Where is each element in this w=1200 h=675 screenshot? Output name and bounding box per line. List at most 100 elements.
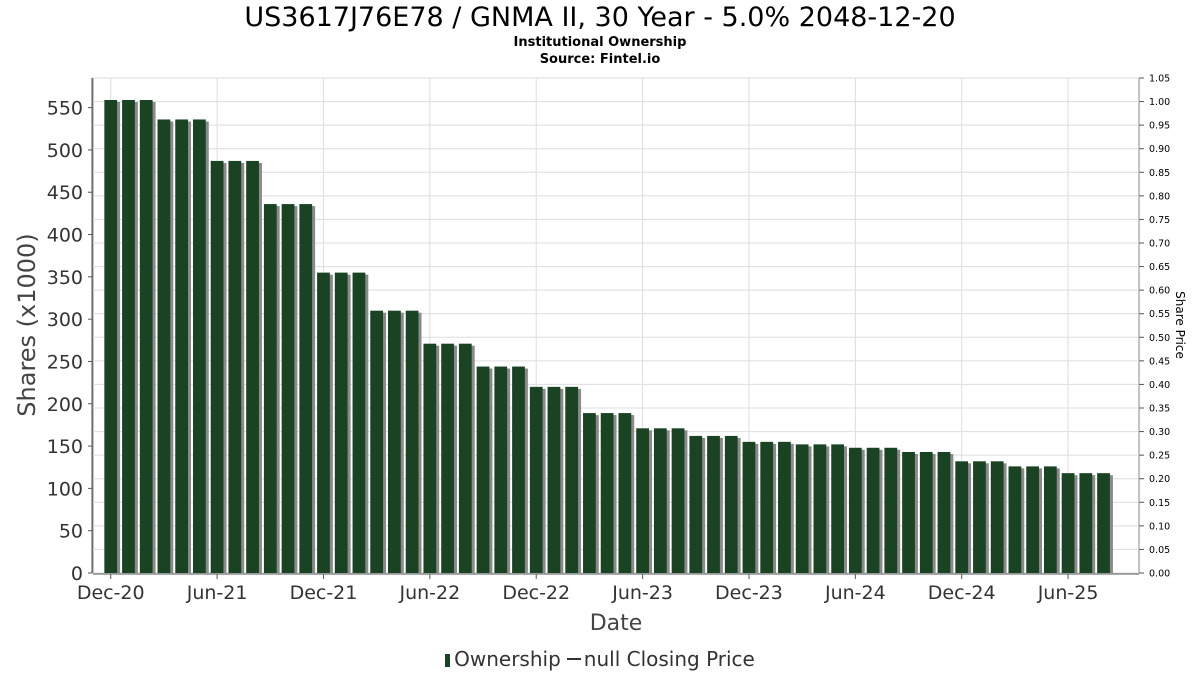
x-tick-label: Dec-23: [715, 582, 783, 604]
bar: [724, 435, 738, 573]
bar: [529, 386, 543, 573]
bar: [1043, 466, 1057, 573]
y2-tick-label: 1.00: [1149, 97, 1170, 108]
chart-source: Source: Fintel.io: [539, 52, 661, 67]
y2-tick-label: 0.90: [1149, 144, 1170, 155]
chart-subtitle: Institutional Ownership: [513, 35, 687, 50]
bar: [263, 204, 277, 574]
bar: [210, 160, 224, 573]
y2-tick-label: 0.15: [1149, 498, 1170, 509]
bar: [1008, 466, 1022, 573]
bar: [583, 413, 596, 573]
bar: [636, 428, 649, 573]
y2-tick-label: 0.00: [1149, 569, 1170, 580]
closing-price-swatch: [566, 658, 581, 660]
ownership-swatch: [445, 654, 451, 667]
y2-tick-label: 0.25: [1149, 451, 1170, 462]
bar: [512, 366, 525, 573]
x-tick-label: Dec-21: [290, 582, 358, 604]
y2-tick-label: 0.75: [1149, 215, 1170, 226]
bars-layer: [104, 100, 1113, 574]
bar: [1026, 466, 1040, 573]
x-axis-label: Date: [590, 611, 643, 636]
bar: [334, 272, 348, 573]
bar: [937, 452, 951, 573]
x-tick-label: Dec-20: [77, 582, 145, 604]
x-tick-label: Jun-23: [611, 582, 673, 604]
x-tick-label: Dec-22: [502, 582, 570, 604]
bar: [547, 386, 561, 573]
y2-tick-label: 0.35: [1149, 404, 1170, 415]
legend: Ownership null Closing Price: [0, 647, 1200, 671]
bar: [955, 461, 969, 573]
y-tick-label: 150: [47, 436, 83, 458]
bar: [671, 428, 685, 573]
bar: [476, 366, 490, 573]
y-tick-label: 500: [47, 140, 83, 162]
bar: [1097, 473, 1110, 573]
bar: [884, 447, 898, 573]
y-tick-label: 0: [71, 563, 83, 585]
bar: [299, 204, 313, 574]
axes-layer: 0 50 100 150 200 250 300 350 400 450 500 550 0.00 0.0…: [47, 74, 1170, 605]
y-tick-label: 400: [47, 225, 83, 247]
y-tick-label: 450: [47, 182, 83, 204]
bar: [653, 428, 667, 573]
bar: [902, 452, 915, 573]
y-tick-label: 550: [47, 98, 83, 120]
legend-ownership[interactable]: Ownership: [454, 647, 561, 671]
y-tick-label: 100: [47, 478, 83, 500]
bar: [813, 444, 827, 573]
x-tick-label: Jun-21: [186, 582, 248, 604]
y-axis-label: Shares (x1000): [13, 233, 41, 416]
y2-tick-label: 0.95: [1149, 121, 1170, 132]
y-tick-label: 350: [47, 267, 83, 289]
y2-tick-label: 0.80: [1149, 191, 1170, 202]
bar: [175, 119, 189, 573]
bar: [139, 100, 153, 573]
bar: [919, 452, 933, 573]
bar: [707, 435, 720, 573]
chart-title: US3617J76E78 / GNMA II, 30 Year - 5.0% 2…: [244, 2, 956, 33]
y-tick-label: 250: [47, 351, 83, 373]
legend-closing-price[interactable]: null Closing Price: [583, 647, 755, 671]
bar: [494, 366, 508, 573]
y2-tick-label: 0.55: [1149, 309, 1170, 320]
bar: [618, 413, 632, 573]
y-tick-label: 200: [47, 394, 83, 416]
bar: [281, 204, 295, 574]
y2-tick-label: 0.50: [1149, 333, 1170, 344]
y2-tick-label: 0.60: [1149, 286, 1170, 297]
bar: [228, 160, 242, 573]
bar: [104, 100, 118, 573]
y2-tick-label: 1.05: [1149, 74, 1170, 85]
x-tick-label: Jun-25: [1037, 582, 1099, 604]
bar: [600, 413, 614, 573]
bar: [565, 386, 579, 573]
y2-tick-label: 0.40: [1149, 380, 1170, 391]
bar: [866, 447, 880, 573]
bar: [848, 447, 862, 573]
bar: [760, 441, 774, 573]
y2-tick-label: 0.30: [1149, 427, 1170, 438]
bar: [122, 100, 135, 573]
bar: [458, 343, 472, 573]
bar: [352, 272, 366, 573]
y2-tick-label: 0.85: [1149, 168, 1170, 179]
bar: [423, 343, 437, 573]
y2-tick-label: 0.45: [1149, 356, 1170, 367]
bar: [246, 160, 259, 573]
y2-tick-label: 0.20: [1149, 474, 1170, 485]
x-tick-label: Jun-22: [398, 582, 460, 604]
y2-tick-label: 0.05: [1149, 545, 1170, 556]
bar: [388, 310, 401, 573]
bar: [973, 461, 986, 573]
y-tick-label: 300: [47, 309, 83, 331]
y2-tick-label: 0.65: [1149, 262, 1170, 273]
bar: [990, 461, 1004, 573]
x-tick-label: Jun-24: [824, 582, 886, 604]
bar: [831, 444, 844, 573]
bar: [157, 119, 171, 573]
